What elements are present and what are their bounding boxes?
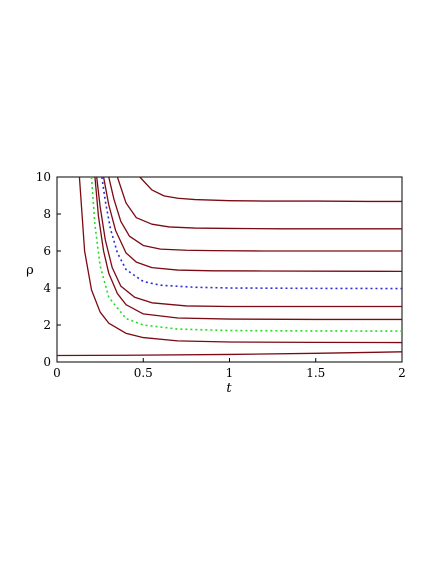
x-axis-label: t <box>226 381 232 396</box>
x-tick-label: 2 <box>398 366 406 380</box>
x-tick-label: 0.5 <box>134 366 153 380</box>
series-line-3 <box>90 176 403 332</box>
x-tick-label: 0 <box>53 366 61 380</box>
y-tick-label: 2 <box>43 318 51 332</box>
series-line-7 <box>102 176 403 272</box>
series-line-2 <box>78 176 403 344</box>
x-tick-label: 1.5 <box>306 366 325 380</box>
y-tick-label: 10 <box>36 170 51 184</box>
y-tick-label: 4 <box>43 281 51 295</box>
y-axis-ticks: 0 2 4 6 8 10 <box>36 170 61 369</box>
series-line-1 <box>56 351 403 357</box>
y-tick-label: 8 <box>43 207 51 221</box>
series-layer <box>56 176 403 357</box>
x-tick-label: 1 <box>226 366 234 380</box>
series-line-10 <box>139 176 402 203</box>
x-axis-ticks: 0 0.5 1 1.5 2 <box>53 358 406 380</box>
series-line-9 <box>116 176 402 230</box>
series-line-8 <box>108 176 402 252</box>
y-tick-label: 6 <box>43 244 51 258</box>
series-line-4 <box>94 176 402 321</box>
y-axis-label: ρ <box>26 263 34 278</box>
y-tick-label: 0 <box>43 355 51 369</box>
series-line-5 <box>96 176 402 308</box>
